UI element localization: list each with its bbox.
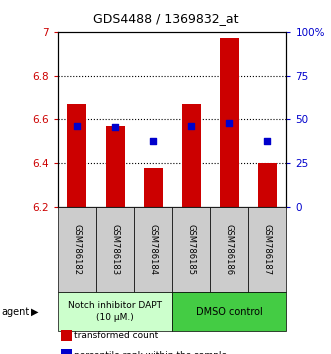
Text: percentile rank within the sample: percentile rank within the sample bbox=[74, 350, 228, 354]
Point bbox=[150, 138, 156, 144]
Text: agent: agent bbox=[2, 307, 30, 316]
Text: GSM786187: GSM786187 bbox=[263, 224, 272, 275]
Point bbox=[74, 123, 79, 129]
Text: GSM786182: GSM786182 bbox=[72, 224, 81, 275]
Text: Notch inhibitor DAPT
(10 μM.): Notch inhibitor DAPT (10 μM.) bbox=[68, 302, 162, 321]
Text: GSM786186: GSM786186 bbox=[225, 224, 234, 275]
Bar bbox=[258, 163, 277, 207]
Text: transformed count: transformed count bbox=[74, 331, 159, 340]
Point bbox=[264, 138, 270, 144]
Text: GDS4488 / 1369832_at: GDS4488 / 1369832_at bbox=[93, 12, 238, 25]
Bar bbox=[106, 126, 124, 207]
Text: ▶: ▶ bbox=[31, 307, 38, 316]
Bar bbox=[182, 104, 201, 207]
Text: GSM786184: GSM786184 bbox=[149, 224, 158, 275]
Point bbox=[226, 120, 232, 126]
Point bbox=[112, 124, 118, 130]
Point bbox=[188, 123, 194, 129]
Bar bbox=[68, 104, 86, 207]
Text: GSM786185: GSM786185 bbox=[187, 224, 196, 275]
Bar bbox=[144, 168, 163, 207]
Bar bbox=[220, 39, 239, 207]
Text: GSM786183: GSM786183 bbox=[111, 224, 119, 275]
Text: DMSO control: DMSO control bbox=[196, 307, 262, 316]
